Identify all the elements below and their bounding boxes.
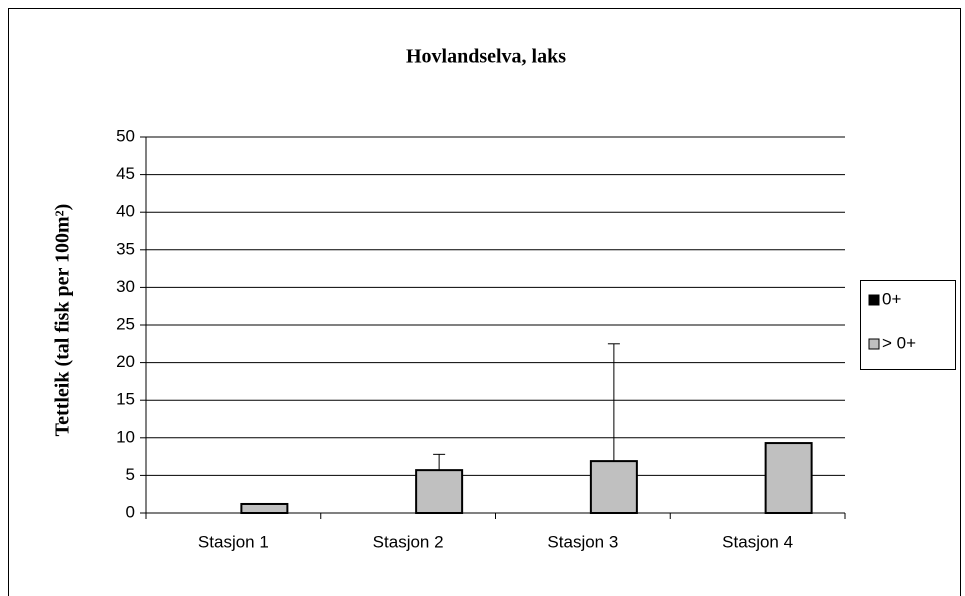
y-tick-label: 35 [116, 239, 135, 258]
y-tick-label: 25 [116, 314, 135, 333]
legend-box [860, 280, 956, 370]
x-tick-label: Stasjon 2 [373, 532, 444, 551]
bar [589, 460, 638, 514]
legend-label: 0+ [882, 289, 901, 308]
y-tick-label: 40 [116, 202, 135, 221]
y-tick-label: 10 [116, 427, 135, 446]
legend-label: > 0+ [882, 333, 916, 352]
x-tick-label: Stasjon 1 [198, 532, 269, 551]
y-axis-label: Tettleik (tal fisk per 100m²) [52, 204, 74, 437]
bar [764, 442, 813, 514]
y-tick-label: 45 [116, 164, 135, 183]
y-tick-label: 15 [116, 390, 135, 409]
x-tick-label: Stasjon 4 [722, 532, 793, 551]
legend-swatch [868, 338, 880, 350]
bar [415, 469, 464, 514]
bar [240, 502, 289, 515]
legend-swatch [868, 294, 880, 306]
y-tick-label: 20 [116, 352, 135, 371]
y-tick-label: 5 [126, 465, 135, 484]
chart-title: Hovlandselva, laks [406, 46, 566, 68]
y-tick-label: 0 [126, 502, 135, 521]
y-tick-label: 30 [116, 277, 135, 296]
x-tick-label: Stasjon 3 [547, 532, 618, 551]
chart-border [8, 8, 961, 596]
y-tick-label: 50 [116, 126, 135, 145]
